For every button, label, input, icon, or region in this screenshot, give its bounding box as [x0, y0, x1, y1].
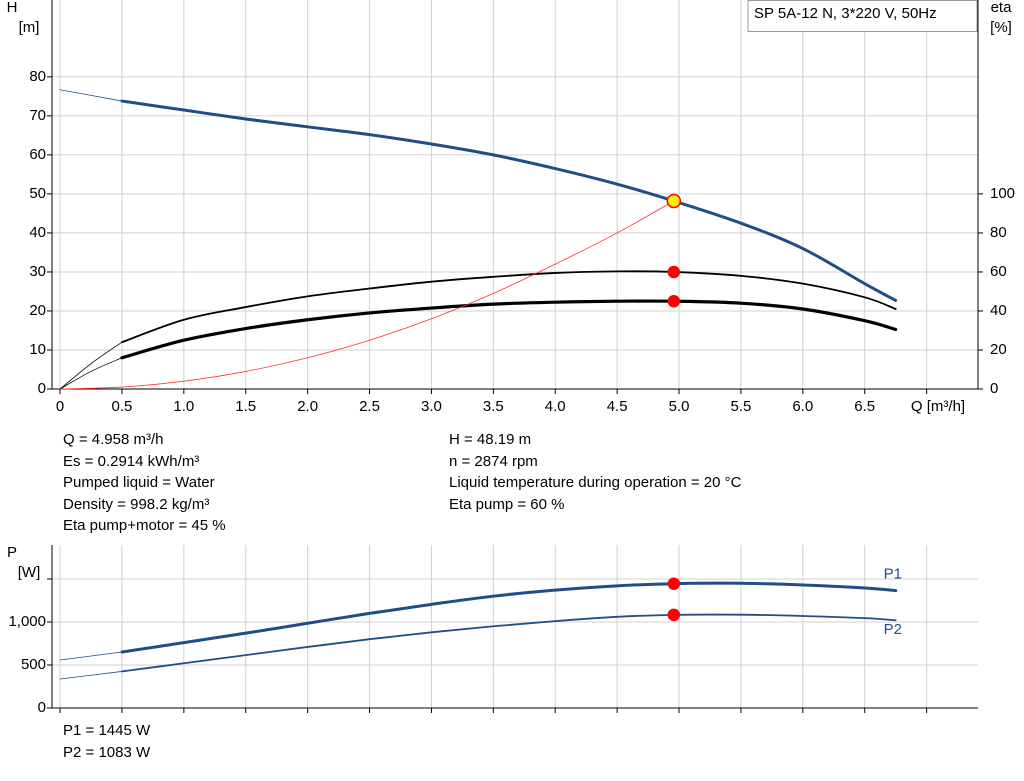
- x-tick-label: 6.5: [854, 398, 875, 415]
- curve: [120, 299, 898, 360]
- curve: [120, 99, 898, 302]
- y-tick-label: 70: [29, 107, 46, 124]
- x-tick-label: 1.0: [173, 398, 194, 415]
- curve: [59, 671, 123, 680]
- y-tick-label: 30: [29, 263, 46, 280]
- x-tick-label: 0: [56, 398, 64, 415]
- x-tick-label: 2.0: [297, 398, 318, 415]
- y-tick-label: 0: [38, 699, 46, 716]
- curve: [59, 341, 123, 390]
- info-line: Pumped liquid = Water: [63, 474, 215, 491]
- legend-box: [747, 0, 978, 32]
- x-tick-label: 1.5: [235, 398, 256, 415]
- operating-point: [666, 193, 682, 209]
- y-axis-label: H: [7, 0, 18, 16]
- curve: [121, 270, 897, 344]
- y2-tick-label: 20: [990, 341, 1007, 358]
- operating-point: [667, 608, 681, 622]
- info-line: Liquid temperature during operation = 20…: [449, 474, 742, 491]
- y-axis-unit: [m]: [19, 19, 40, 36]
- curve: [59, 651, 123, 661]
- y-axis-unit: [W]: [18, 564, 41, 581]
- info-power: P1 = 1445 W P2 = 1083 W: [63, 720, 150, 763]
- curve: [121, 613, 897, 673]
- y2-axis-label: eta: [991, 0, 1013, 16]
- y-tick-label: 50: [29, 185, 46, 202]
- info-line: Eta pump+motor = 45 %: [63, 517, 226, 534]
- info-left: Q = 4.958 m³/h Es = 0.2914 kWh/m³ Pumped…: [63, 429, 226, 537]
- y-tick-label: 500: [21, 656, 46, 673]
- y2-axis-unit: [%]: [990, 19, 1012, 36]
- chart-title: SP 5A-12 N, 3*220 V, 50Hz: [754, 5, 937, 22]
- info-line: Es = 0.2914 kWh/m³: [63, 452, 200, 470]
- curve: [59, 200, 675, 390]
- y-tick-label: 60: [29, 146, 46, 163]
- y-tick-label: 0: [38, 380, 46, 397]
- y2-tick-label: 80: [990, 224, 1007, 241]
- x-tick-label: 3.0: [421, 398, 442, 415]
- y-tick-label: 20: [29, 302, 46, 319]
- curve: [120, 581, 898, 654]
- operating-point: [667, 294, 681, 308]
- info-line: Density = 998.2 kg/m³: [63, 495, 210, 513]
- info-line: Q = 4.958 m³/h: [63, 431, 164, 448]
- x-tick-label: 0.5: [112, 398, 133, 415]
- y-tick-label: 80: [29, 68, 46, 85]
- info-line: P1 = 1445 W: [63, 722, 151, 739]
- y2-tick-label: 100: [990, 185, 1015, 202]
- y2-tick-label: 60: [990, 263, 1007, 280]
- y-tick-label: 10: [29, 341, 46, 358]
- curve-label: P2: [884, 621, 902, 638]
- y2-tick-label: 40: [990, 302, 1007, 319]
- operating-point: [667, 577, 681, 590]
- y2-tick-label: 0: [990, 380, 998, 397]
- info-line: P2 = 1083 W: [63, 743, 151, 761]
- x-tick-label: 4.5: [607, 398, 628, 415]
- y-tick-label: 1,000: [8, 613, 46, 630]
- info-line: H = 48.19 m: [449, 431, 532, 448]
- curve: [59, 89, 123, 102]
- y-tick-label: 40: [29, 224, 46, 241]
- curve-label: P1: [884, 566, 902, 583]
- x-axis-label: Q [m³/h]: [911, 398, 965, 415]
- x-tick-label: 5.0: [669, 398, 690, 415]
- info-right: H = 48.19 m n = 2874 rpm Liquid temperat…: [449, 429, 741, 515]
- x-tick-label: 6.0: [792, 398, 813, 415]
- y-axis-label: P: [7, 544, 17, 561]
- x-tick-label: 2.5: [359, 398, 380, 415]
- x-tick-label: 3.5: [483, 398, 504, 415]
- x-tick-label: 5.5: [730, 398, 751, 415]
- x-tick-label: 4.0: [545, 398, 566, 415]
- operating-point: [667, 265, 681, 279]
- curve: [59, 357, 123, 390]
- info-line: n = 2874 rpm: [449, 452, 538, 470]
- info-line: Eta pump = 60 %: [449, 495, 565, 513]
